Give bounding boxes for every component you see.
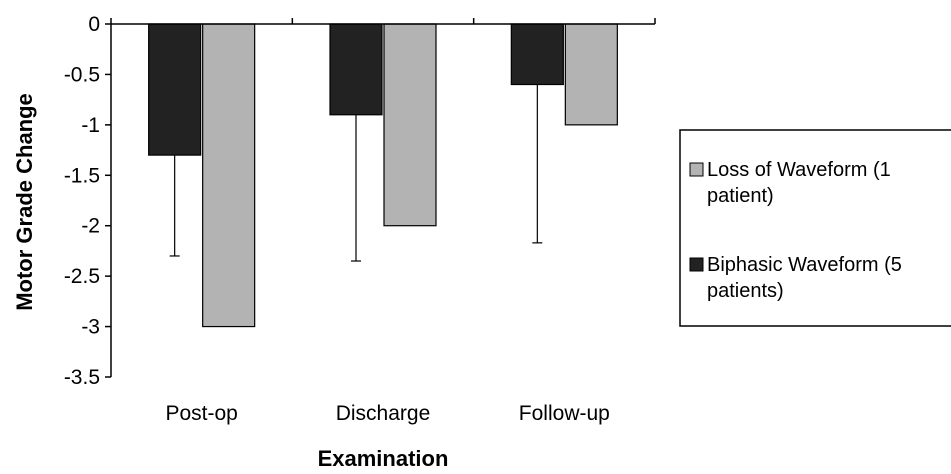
x-tick-label: Follow-up [519,402,610,425]
y-tick-label: -0.5 [64,63,100,86]
y-tick-label: -2 [81,215,100,238]
bar [329,23,383,116]
y-tick-label: -1.5 [64,164,100,187]
legend-label-loss-line1: Loss of Waveform (1 [707,159,891,181]
y-tick-label: -1 [81,114,100,137]
y-tick-label: 0 [88,13,100,36]
bar [564,23,618,126]
legend: Loss of Waveform (1 patient) Biphasic Wa… [679,129,951,327]
y-axis-title: Motor Grade Change [12,93,37,311]
y-axis: 0 -0.5 -1 -1.5 -2 -2.5 -3 -3.5 [64,13,112,389]
x-axis: Post-op Discharge Follow-up [110,18,656,425]
bar [148,23,202,156]
y-tick-label: -3.5 [64,366,100,389]
plot-area [148,23,618,328]
legend-label-loss-line2: patient) [707,185,774,207]
x-tick-label: Post-op [165,402,237,425]
legend-label-biphasic-line1: Biphasic Waveform (5 [707,254,902,276]
x-axis-title: Examination [318,446,449,471]
bar [202,23,256,328]
bar [510,23,564,86]
legend-swatch-loss [689,162,704,177]
y-tick-label: -2.5 [64,265,100,288]
legend-swatch-biphasic [689,257,704,272]
legend-label-biphasic-line2: patients) [707,280,784,302]
x-tick-label: Discharge [336,402,431,425]
y-tick-label: -3 [81,316,100,339]
bar [383,23,437,227]
legend-box [679,129,951,327]
